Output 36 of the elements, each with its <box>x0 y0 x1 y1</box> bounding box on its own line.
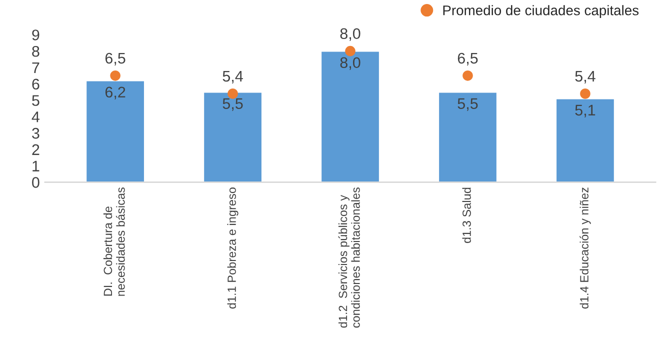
y-tick-label: 4 <box>32 112 40 122</box>
bar <box>555 98 616 182</box>
point <box>580 88 590 99</box>
y-tick-label: 6 <box>32 78 40 90</box>
data-label: 5,4 <box>222 70 243 84</box>
data-label: 6,5 <box>105 52 126 66</box>
x-tick-label: d1.4 Educación y niñez <box>580 188 591 309</box>
y-tick-label: 7 <box>32 62 40 74</box>
data-label: 6,5 <box>458 52 478 66</box>
x-tick-label: d1.1 Pobreza e ingreso <box>227 188 238 309</box>
data-label: 5,4 <box>575 70 596 84</box>
bar <box>202 91 263 182</box>
y-tick-label: 0 <box>32 177 40 188</box>
data-label: 6,2 <box>105 86 126 100</box>
y-tick-label: 9 <box>32 30 40 40</box>
bar <box>438 91 498 182</box>
data-label: 8,0 <box>340 57 360 70</box>
y-tick-label: 8 <box>32 46 40 57</box>
data-label: 5,5 <box>222 98 243 111</box>
y-tick-label: 5 <box>32 95 40 106</box>
legend-label: Promedio de ciudades capitales <box>443 5 639 18</box>
point <box>462 70 473 81</box>
y-tick-label: 1 <box>32 160 40 172</box>
point <box>110 70 120 81</box>
bar <box>85 80 146 182</box>
point <box>228 88 238 99</box>
x-tick-label: d1.3 Salud <box>462 188 471 243</box>
y-tick-label: 2 <box>32 144 40 155</box>
x-tick-label: d1.2 Servicios públicos y condiciones habitacionales <box>338 187 360 328</box>
data-label: 5,5 <box>458 98 478 111</box>
y-tick-label: 3 <box>32 128 40 139</box>
bar <box>320 50 380 182</box>
data-label: 5,1 <box>575 104 596 118</box>
point <box>345 46 356 56</box>
x-tick-label: DI. Cobertura de necesidades básicas <box>103 187 125 296</box>
data-label: 8,0 <box>340 28 360 41</box>
